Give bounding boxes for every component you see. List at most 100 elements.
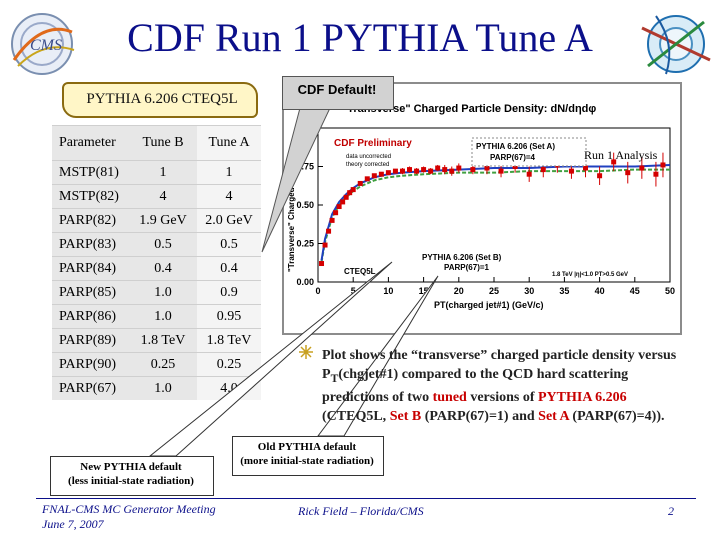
cdf-default-callout [282,76,394,110]
x-tick-label: 0 [315,286,320,296]
data-point [407,167,413,173]
data-point [484,165,490,171]
footer-meeting-name: FNAL-CMS MC Generator Meeting [42,502,216,516]
footer-meeting-date: June 7, 2007 [42,517,104,531]
new-default-label: New PYTHIA default (less initial-state ra… [50,460,212,488]
table-header-cell: Tune B [129,125,197,161]
old-default-label: Old PYTHIA default (more initial-state ra… [232,440,382,468]
table-cell: 0.25 [197,352,261,377]
new-default-line2: (less initial-state radiation) [68,475,194,487]
plot-description: Plot shows the “transverse” charged part… [322,346,682,426]
svg-text:CMS: CMS [30,37,62,54]
y-tick-label: 0.75 [296,162,314,172]
x-tick-label: 5 [351,286,356,296]
x-axis-label: PT(charged jet#1) (GeV/c) [434,300,544,310]
set-b-label: PYTHIA 6.206 (Set B) [422,253,502,262]
table-row: PARP(89) 1.8 TeV 1.8 TeV [52,328,261,353]
set-a-label: PYTHIA 6.206 (Set A) [476,142,555,151]
cdf-default-pointer [261,107,331,253]
desc-tuned: tuned [432,389,467,405]
data-point [319,261,325,267]
desc-part-6: (PARP(67)=4)). [568,408,665,424]
data-point [456,165,462,171]
plot-frame: "Transverse" Charged Particle Density: d… [282,82,682,335]
table-row: PARP(85) 1.0 0.9 [52,280,261,305]
pythia-version-label: PYTHIA 6.206 CTEQ5L [86,91,238,107]
x-tick-label: 50 [665,286,675,296]
data-point [336,204,342,210]
table-cell: 1.8 TeV [129,328,197,353]
table-cell: 0.9 [197,280,261,305]
table-row: PARP(84) 0.4 0.4 [52,256,261,281]
note-uncorrected: data uncorrected [346,154,391,160]
cdf-preliminary-label: CDF Preliminary [334,138,412,149]
table-row: MSTP(81) 1 1 [52,160,261,185]
desc-seta: Set A [538,408,569,424]
table-cell: 1.9 GeV [129,208,197,233]
pythia-version-scroll: PYTHIA 6.206 CTEQ5L [62,82,258,118]
table-row: PARP(83) 0.5 0.5 [52,232,261,257]
table-cell: 4 [129,184,197,209]
new-default-line1: New PYTHIA default [80,461,182,473]
table-cell: 1.8 TeV [197,328,261,353]
x-tick-label: 25 [489,286,499,296]
table-row: MSTP(82) 4 4 [52,184,261,209]
table-row: PARP(82) 1.9 GeV 2.0 GeV [52,208,261,233]
old-default-callout [232,436,384,476]
desc-part-5: (PARP(67)=1) and [421,408,539,424]
desc-part-2: (chgjet#1) compared to the QCD hard scat… [322,367,629,405]
detector-logo [641,15,711,75]
data-point [583,165,589,171]
table-cell: 0.5 [129,232,197,257]
y-tick-label: 0.50 [296,200,314,210]
x-tick-label: 40 [595,286,605,296]
data-point [350,187,356,193]
cdf-default-label: CDF Default! [297,82,377,97]
set-a-parp-label: PARP(67)=4 [490,153,536,162]
data-point [435,165,441,171]
set-a-legend-box [471,137,587,167]
table-cell: PARP(82) [52,208,129,233]
footer-meeting: FNAL-CMS MC Generator Meeting June 7, 200… [42,502,216,532]
data-point [421,167,427,173]
cteq-label: CTEQ5L [344,267,376,276]
y-tick-label: 0.00 [296,277,314,287]
page-number: 2 [668,504,674,518]
x-tick-label: 45 [630,286,640,296]
table-cell: PARP(83) [52,232,129,257]
data-point [449,168,455,174]
data-point [470,167,476,173]
table-cell: PARP(90) [52,352,129,377]
x-tick-label: 30 [524,286,534,296]
y-axis-label: "Transverse" Charged Density [287,156,296,272]
data-point [340,199,346,205]
data-point [611,159,617,165]
cms-logo: CMS [11,13,75,75]
table-cell: 1.0 [129,280,197,305]
note-corrected: theory corrected [346,162,389,168]
data-point [639,165,645,171]
x-tick-label: 35 [559,286,569,296]
data-point [385,170,391,176]
table-cell: 4 [197,184,261,209]
table-cell: MSTP(81) [52,160,129,185]
table-cell: 0.5 [197,232,261,257]
table-cell: PARP(84) [52,256,129,281]
desc-subscript-t: T [330,371,339,385]
x-tick-label: 20 [454,286,464,296]
desc-pythia: PYTHIA 6.206 [537,389,627,405]
data-point [392,168,398,174]
cuts-label: 1.8 TeV |η|<1.0 PT>0.5 GeV [552,272,628,278]
table-cell: PARP(86) [52,304,129,329]
data-point [357,180,363,186]
table-row: PARP(86) 1.0 0.95 [52,304,261,329]
data-point [347,190,353,196]
table-cell: 0.4 [129,256,197,281]
transverse-density-chart: "Transverse" Charged Particle Density: d… [287,103,675,310]
table-cell: PARP(85) [52,280,129,305]
data-point [568,168,574,174]
run1-analysis-label: Run 1 Analysis [584,148,658,162]
table-cell: 1.0 [129,376,197,400]
table-cell: 0.4 [197,256,261,281]
